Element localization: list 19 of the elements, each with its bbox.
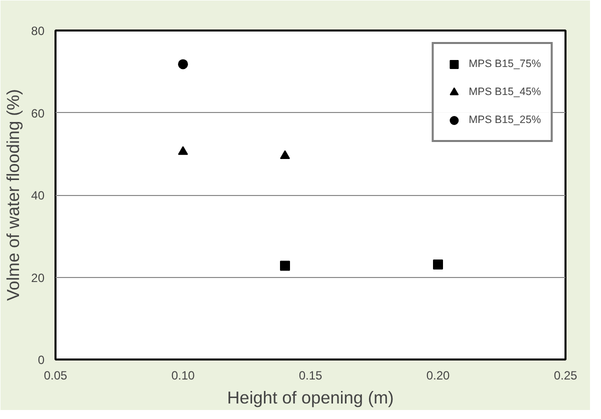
point <box>280 260 290 271</box>
y-tick-label: 60 <box>31 106 45 120</box>
point <box>433 260 443 270</box>
point <box>178 146 188 155</box>
point <box>280 150 290 160</box>
legend-label: MPS B15_45% <box>468 86 541 98</box>
x-tick-label: 0.10 <box>171 368 196 382</box>
legend-label: MPS B15_75% <box>468 58 541 70</box>
legend-label: MPS B15_25% <box>468 114 541 126</box>
x-tick-label: 0.15 <box>298 368 323 382</box>
y-axis-title: Volme of water flooding (%) <box>3 89 24 301</box>
y-tick-label: 20 <box>31 270 45 285</box>
x-tick-label: 0.05 <box>44 368 68 382</box>
y-tick-label: 80 <box>31 24 45 38</box>
y-tick-label: 40 <box>31 188 45 202</box>
x-axis-title: Height of opening (m) <box>227 388 394 408</box>
y-tick-label: 0 <box>38 353 45 367</box>
x-tick-label: 0.25 <box>554 368 578 382</box>
x-tick-label: 0.20 <box>426 368 450 382</box>
